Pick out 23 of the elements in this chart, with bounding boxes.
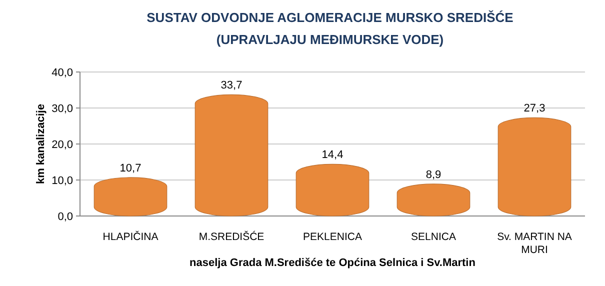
data-label: 8,9 [426, 168, 442, 181]
x-axis-title: naselja Grada M.Središće te Općina Selnica i Sv.Martin [190, 257, 476, 269]
y-tick-label: 10,0 [52, 175, 73, 187]
chart-subtitle: (UPRAVLJAJU MEĐIMURSKE VODE) [216, 32, 444, 47]
chart-title: SUSTAV ODVODNJE AGLOMERACIJE MURSKO SREDIŠĆE [146, 10, 514, 25]
data-label: 27,3 [524, 102, 546, 115]
x-tick-label: M.SREDIŠĆE [198, 230, 264, 243]
y-tick-label: 20,0 [52, 139, 73, 151]
x-tick-label: SELNICA [411, 231, 456, 243]
data-label: 10,7 [120, 162, 142, 174]
y-tick-label: 0,0 [58, 211, 73, 223]
bar [94, 177, 168, 216]
y-tick-label: 30,0 [52, 103, 73, 115]
bar [498, 117, 572, 216]
x-tick-label: HLAPIČINA [102, 230, 158, 243]
bar [296, 164, 370, 216]
data-label: 33,7 [220, 80, 242, 92]
y-axis-title: km kanalizacije [35, 104, 47, 184]
bar [194, 94, 268, 216]
x-tick-label: PEKLENICA [303, 231, 362, 243]
x-tick-label: Sv. MARTIN NA MURI [497, 231, 572, 256]
data-label: 14,4 [322, 149, 344, 162]
y-tick-label: 40,0 [52, 67, 73, 79]
